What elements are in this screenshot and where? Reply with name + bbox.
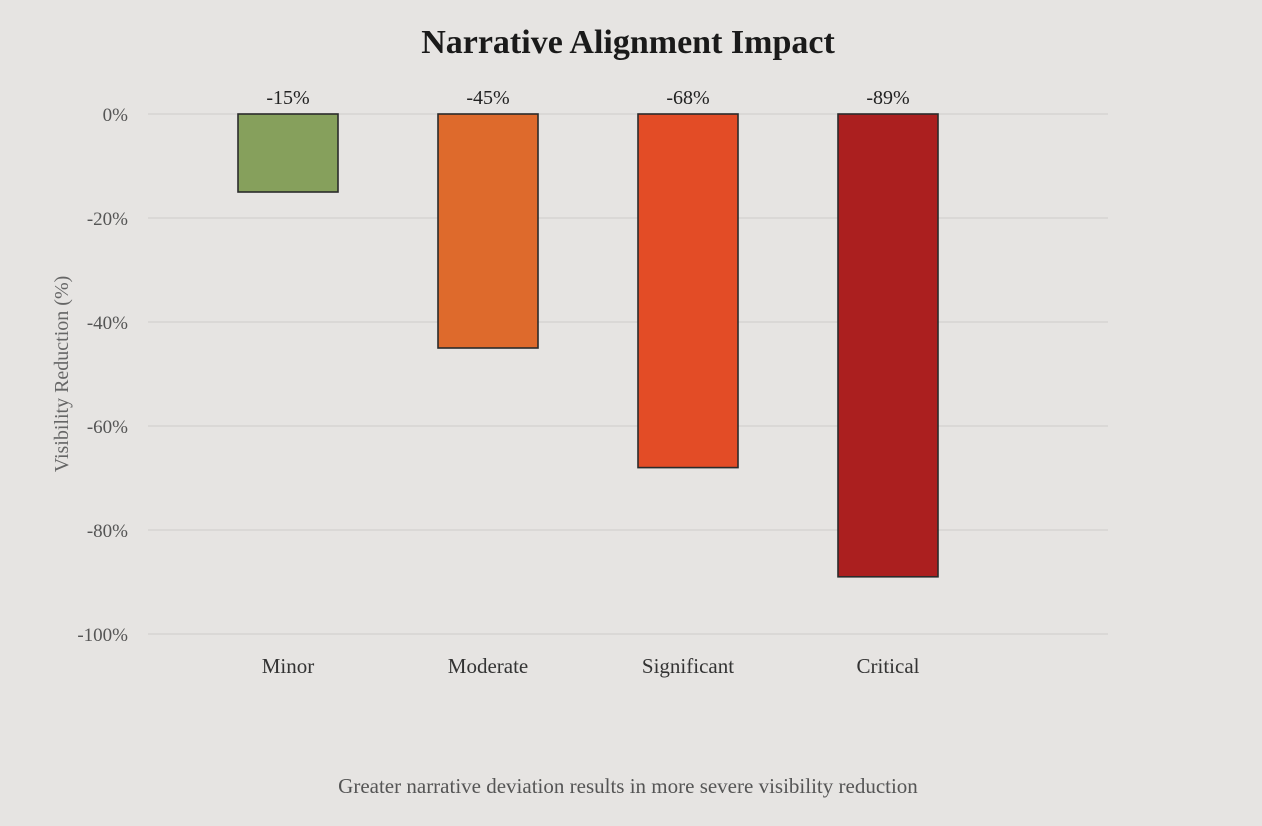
y-tick-label: -100% <box>77 625 128 646</box>
bar-minor <box>237 113 339 193</box>
data-label-moderate: -45% <box>466 87 509 109</box>
chart-title: Narrative Alignment Impact <box>421 24 835 61</box>
bar-critical <box>837 113 939 578</box>
x-category-label: Moderate <box>448 654 528 678</box>
y-axis-ticks: 0% -20% -40% -60% -80% -100% <box>77 105 128 646</box>
bars <box>237 113 939 578</box>
gridlines <box>148 113 1108 635</box>
data-label-significant: -68% <box>666 87 709 109</box>
x-category-label: Minor <box>262 654 315 678</box>
y-tick-label: -80% <box>87 521 128 542</box>
y-axis-title: Visibility Reduction (%) <box>51 276 73 473</box>
bar-moderate <box>437 113 539 349</box>
y-tick-label: -60% <box>87 417 128 438</box>
data-labels: -15% -45% -68% -89% <box>266 87 909 109</box>
x-category-label: Significant <box>642 654 734 678</box>
data-label-minor: -15% <box>266 87 309 109</box>
y-tick-label: 0% <box>103 105 129 126</box>
chart-caption: Greater narrative deviation results in m… <box>338 774 918 798</box>
y-tick-label: -40% <box>87 313 128 334</box>
data-label-critical: -89% <box>866 87 909 109</box>
y-tick-label: -20% <box>87 209 128 230</box>
bar-significant <box>637 113 739 469</box>
x-axis-categories: Minor Moderate Significant Critical <box>262 654 920 678</box>
x-category-label: Critical <box>857 654 920 678</box>
